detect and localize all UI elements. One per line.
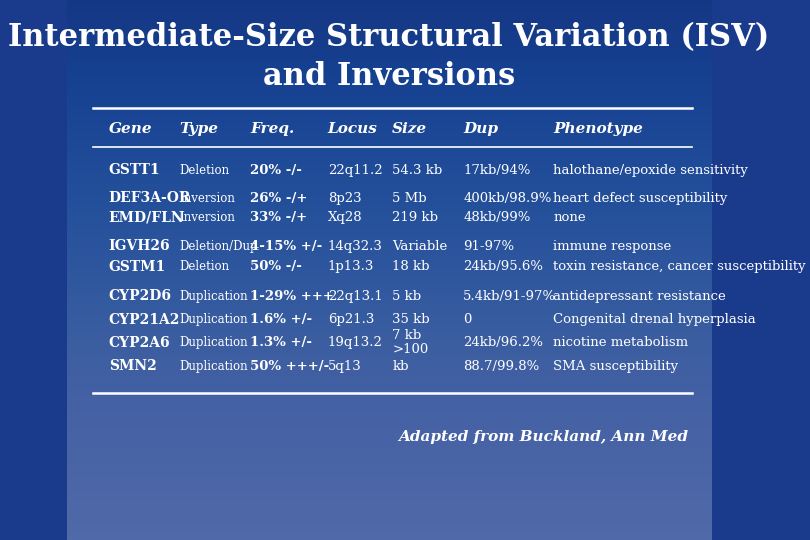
Text: 48kb/99%: 48kb/99% [463, 211, 531, 224]
Text: Xq28: Xq28 [328, 211, 362, 224]
Text: 22q13.1: 22q13.1 [328, 290, 382, 303]
Text: toxin resistance, cancer susceptibility: toxin resistance, cancer susceptibility [553, 260, 806, 273]
Text: 0: 0 [463, 313, 471, 326]
Text: Variable: Variable [392, 240, 447, 253]
Text: 24kb/95.6%: 24kb/95.6% [463, 260, 543, 273]
Text: 88.7/99.8%: 88.7/99.8% [463, 360, 539, 373]
Text: 5.4kb/91-97%: 5.4kb/91-97% [463, 290, 556, 303]
Text: 50% +++/-: 50% +++/- [250, 360, 330, 373]
Text: Gene: Gene [109, 122, 152, 136]
Text: 1p13.3: 1p13.3 [328, 260, 374, 273]
Text: Inversion: Inversion [180, 192, 236, 205]
Text: 18 kb: 18 kb [392, 260, 429, 273]
Text: GSTM1: GSTM1 [109, 260, 166, 274]
Text: 5q13: 5q13 [328, 360, 361, 373]
Text: 33% -/+: 33% -/+ [250, 211, 308, 224]
Text: Freq.: Freq. [250, 122, 295, 136]
Text: none: none [553, 211, 586, 224]
Text: 35 kb: 35 kb [392, 313, 430, 326]
Text: 54.3 kb: 54.3 kb [392, 164, 442, 177]
Text: 26% -/+: 26% -/+ [250, 192, 308, 205]
Text: SMN2: SMN2 [109, 359, 156, 373]
Text: Type: Type [180, 122, 219, 136]
Text: 24kb/96.2%: 24kb/96.2% [463, 336, 543, 349]
Text: Duplication: Duplication [180, 313, 248, 326]
Text: 1.3% +/-: 1.3% +/- [250, 336, 313, 349]
Text: DEF3A-OR: DEF3A-OR [109, 191, 191, 205]
Text: SMA susceptibility: SMA susceptibility [553, 360, 679, 373]
Text: halothane/epoxide sensitivity: halothane/epoxide sensitivity [553, 164, 748, 177]
Text: 91-97%: 91-97% [463, 240, 514, 253]
Text: Deletion/Dup: Deletion/Dup [180, 240, 258, 253]
Text: IGVH26: IGVH26 [109, 239, 170, 253]
Text: Deletion: Deletion [180, 164, 230, 177]
Text: Inversion: Inversion [180, 211, 236, 224]
Text: Locus: Locus [328, 122, 377, 136]
Text: Phenotype: Phenotype [553, 122, 643, 136]
Text: 5 Mb: 5 Mb [392, 192, 427, 205]
Text: 22q11.2: 22q11.2 [328, 164, 382, 177]
Text: Congenital drenal hyperplasia: Congenital drenal hyperplasia [553, 313, 756, 326]
Text: 8p23: 8p23 [328, 192, 361, 205]
Text: CYP2D6: CYP2D6 [109, 289, 172, 303]
Text: Dup: Dup [463, 122, 498, 136]
Text: EMD/FLN: EMD/FLN [109, 211, 184, 225]
Text: 5 kb: 5 kb [392, 290, 421, 303]
Text: 19q13.2: 19q13.2 [328, 336, 382, 349]
Text: 6p21.3: 6p21.3 [328, 313, 374, 326]
Text: 4-15% +/-: 4-15% +/- [250, 240, 322, 253]
Text: CYP21A2: CYP21A2 [109, 313, 180, 327]
Text: Duplication: Duplication [180, 290, 248, 303]
Text: 1-29% +++: 1-29% +++ [250, 290, 335, 303]
Text: 20% -/-: 20% -/- [250, 164, 302, 177]
Text: Deletion: Deletion [180, 260, 230, 273]
Text: GSTT1: GSTT1 [109, 163, 160, 177]
Text: 14q32.3: 14q32.3 [328, 240, 382, 253]
Text: 400kb/98.9%: 400kb/98.9% [463, 192, 552, 205]
Text: CYP2A6: CYP2A6 [109, 336, 170, 350]
Text: immune response: immune response [553, 240, 671, 253]
Text: Size: Size [392, 122, 428, 136]
Text: and Inversions: and Inversions [262, 61, 515, 92]
Text: 219 kb: 219 kb [392, 211, 438, 224]
Text: 50% -/-: 50% -/- [250, 260, 302, 273]
Text: Intermediate-Size Structural Variation (ISV): Intermediate-Size Structural Variation (… [8, 22, 770, 53]
Text: Duplication: Duplication [180, 360, 248, 373]
Text: antidepressant resistance: antidepressant resistance [553, 290, 726, 303]
Text: 7 kb: 7 kb [392, 329, 421, 342]
Text: Adapted from Buckland, Ann Med: Adapted from Buckland, Ann Med [399, 430, 688, 444]
Text: 1.6% +/-: 1.6% +/- [250, 313, 313, 326]
Text: kb: kb [392, 360, 409, 373]
Text: Duplication: Duplication [180, 336, 248, 349]
Text: nicotine metabolism: nicotine metabolism [553, 336, 688, 349]
Text: 17kb/94%: 17kb/94% [463, 164, 531, 177]
Text: heart defect susceptibility: heart defect susceptibility [553, 192, 727, 205]
Text: >100: >100 [392, 343, 428, 356]
